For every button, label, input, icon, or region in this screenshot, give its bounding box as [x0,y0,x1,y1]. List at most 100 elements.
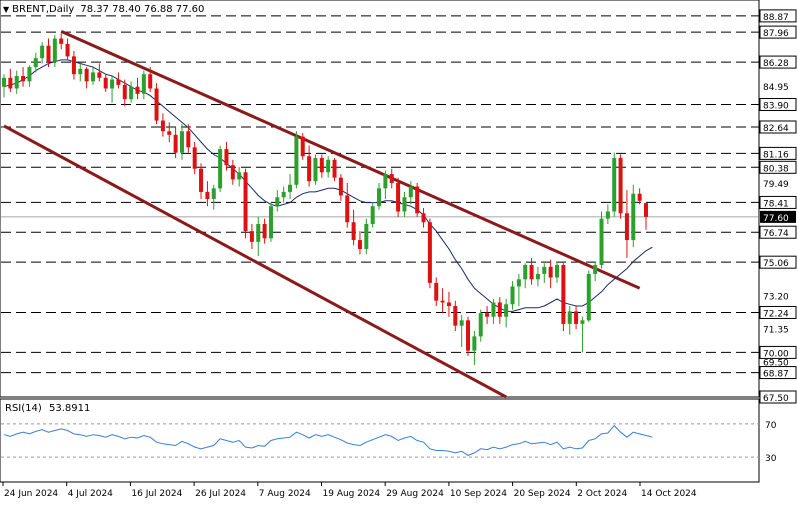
price-tick: 71.35 [763,325,789,335]
candle-body [90,72,95,82]
candle-body [637,193,642,201]
channel-lower-line [3,124,507,399]
candle [561,263,566,332]
time-tick-label: 14 Oct 2024 [641,489,697,499]
candle-body [644,203,648,217]
candle-body [459,320,464,326]
candle-body [370,206,375,225]
candle [262,218,267,244]
candle [2,74,6,98]
price-level-tag [759,345,797,359]
ohlc-values: 78.37 78.40 76.88 77.60 [80,4,205,15]
candle [288,174,293,200]
rsi-tick-label: 30 [765,454,777,464]
candle [402,191,407,217]
candle [377,182,382,210]
price-level-tag [759,255,797,269]
candle [179,124,184,160]
price-tick: 81.16 [759,146,797,160]
rsi-header: RSI(14) 53.8911 [5,403,94,414]
price-tick-label: 73.20 [763,292,789,302]
candle-body [599,218,604,266]
price-tick: 67.50 [759,390,797,404]
candle [491,298,496,324]
candle-body [256,224,261,242]
price-tick: 87.96 [759,25,797,39]
candle-body [160,120,165,132]
candle [605,204,610,225]
candle-body [567,311,572,324]
price-level-label: 87.96 [763,29,789,39]
candle [65,38,70,60]
candle [408,181,413,205]
price-level-tag [759,366,797,380]
time-tick-label: 19 Aug 2024 [323,489,381,499]
candle [275,190,280,212]
collapse-triangle-icon[interactable]: ▼ [3,5,10,14]
candle [612,152,617,217]
price-level-label: 75.06 [763,259,789,269]
candle-body [618,158,623,214]
price-level-tag [759,195,797,209]
candle-body [8,77,13,89]
candle [357,231,362,255]
candle [27,65,32,87]
candle [618,154,623,219]
candle-body [586,273,591,321]
candle-body [529,265,534,280]
candle-body [535,273,540,280]
candle-body [631,193,636,241]
candle-body [491,302,496,317]
candle [300,133,305,160]
candle [154,83,159,125]
candle-body [396,182,401,212]
price-level-tag [759,55,797,69]
candle-body [71,56,76,75]
candle-body [84,68,89,82]
candle-body [402,197,407,212]
rsi-tick-label: 70 [765,421,777,431]
price-level-tag [759,120,797,134]
candle [516,273,521,307]
candle [313,154,318,185]
candle-body [281,191,286,198]
price-level-label: 72.24 [763,309,789,319]
candle [637,188,642,205]
candle-body [205,191,210,200]
candle [243,168,248,239]
rsi-polyline [3,424,653,456]
candle [78,63,83,82]
candle [281,186,286,203]
price-tick: 86.28 [759,55,797,69]
candle-body [605,211,610,219]
candle-body [485,313,490,317]
time-tick-label: 4 Jul 2024 [68,489,113,499]
candle-body [307,156,312,182]
time-tick-label: 16 Jul 2024 [131,489,182,499]
candle [542,263,547,283]
candle [364,218,369,255]
candle [97,63,102,82]
candle [624,190,629,258]
candle [644,202,648,230]
candle [90,67,95,85]
rsi-axis: 70 30 [765,421,777,464]
candle [370,202,375,228]
price-level-label: 78.41 [763,199,789,209]
current-price-label: 77.60 [763,214,789,224]
candle-body [542,266,547,274]
chart-header: ▼ BRENT,Daily 78.37 78.40 76.88 77.60 [3,4,210,15]
price-level-label: 83.90 [763,102,789,112]
candle-body [326,159,331,173]
time-axis: 24 Jun 2024 4 Jul 2024 16 Jul 2024 26 Jul 2… [2,482,697,499]
candle-body [199,168,204,192]
candle [199,163,204,200]
candle-body [14,75,19,89]
candle [383,170,388,200]
candle [167,122,172,142]
candle [230,159,235,185]
candle [186,124,191,153]
candle [523,263,528,289]
candle-body [548,266,553,278]
